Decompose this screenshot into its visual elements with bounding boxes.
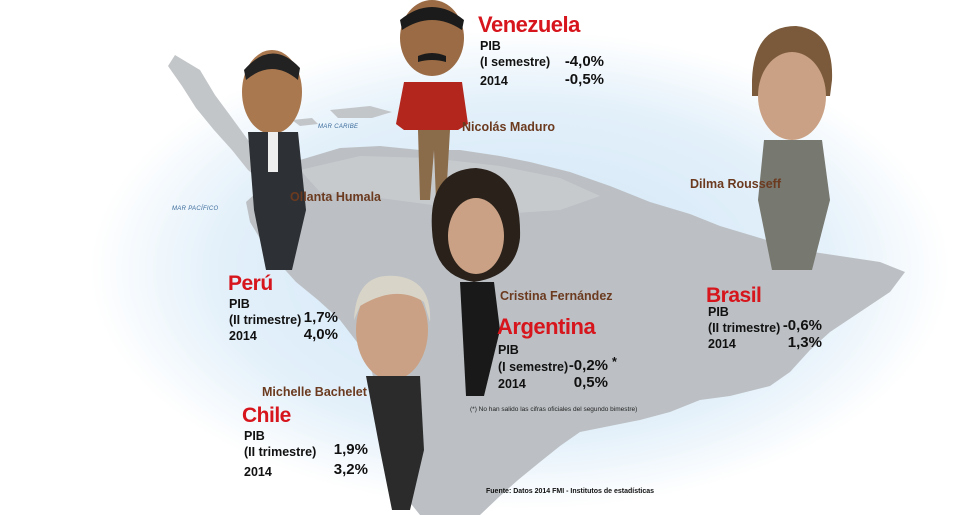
caribbean-island <box>330 106 392 118</box>
year-label-peru: 2014 <box>229 329 257 343</box>
asterisk-argentina: * <box>612 355 617 369</box>
leader-figure-bachelet <box>354 275 431 510</box>
country-name-argentina: Argentina <box>497 314 596 339</box>
pib-label-chile: PIB <box>244 429 265 443</box>
year-value-argentina: 0,5% <box>573 374 608 391</box>
leader-figure-rousseff <box>752 26 833 270</box>
footnote: (*) No han salido las cifras oficiales d… <box>470 406 638 413</box>
country-name-brasil: Brasil <box>706 284 762 307</box>
year-value-venezuela: -0,5% <box>564 71 604 88</box>
caribbean-island <box>292 118 318 126</box>
period-label-argentina: (I semestre) <box>498 360 569 374</box>
leader-figure-humala <box>242 50 306 270</box>
year-value-brasil: 1,3% <box>787 334 822 351</box>
leader-name-argentina: Cristina Fernández <box>500 289 613 303</box>
year-label-argentina: 2014 <box>498 377 526 391</box>
country-name-venezuela: Venezuela <box>478 12 580 37</box>
leader-figure-fernandez <box>431 168 521 396</box>
source-note: Fuente: Datos 2014 FMI - Institutos de e… <box>486 488 655 495</box>
period-label-peru: (II trimestre) <box>229 313 302 327</box>
pib-label-venezuela: PIB <box>480 39 501 53</box>
period-value-argentina: -0,2% <box>568 357 608 374</box>
sea-label-caribbean: MAR CARIBE <box>318 124 359 130</box>
year-value-peru: 4,0% <box>303 326 338 343</box>
year-label-chile: 2014 <box>244 465 272 479</box>
period-label-brasil: (II trimestre) <box>708 321 781 335</box>
pib-label-brasil: PIB <box>708 305 729 319</box>
leader-figure-maduro <box>396 0 468 200</box>
country-name-chile: Chile <box>242 404 291 427</box>
pib-label-peru: PIB <box>229 297 250 311</box>
country-name-peru: Perú <box>228 272 273 295</box>
period-label-venezuela: (I semestre) <box>480 55 551 69</box>
central-america-land <box>168 55 270 182</box>
period-value-chile: 1,9% <box>333 441 368 458</box>
leader-name-peru: Ollanta Humala <box>290 190 381 204</box>
pib-label-argentina: PIB <box>498 343 519 357</box>
period-value-venezuela: -4,0% <box>564 53 604 70</box>
leader-name-brasil: Dilma Rousseff <box>690 177 781 191</box>
sea-label-pacific: MAR PACÍFICO <box>172 206 219 212</box>
year-value-chile: 3,2% <box>333 461 368 478</box>
period-value-brasil: -0,6% <box>782 317 822 334</box>
year-label-venezuela: 2014 <box>480 74 508 88</box>
year-label-brasil: 2014 <box>708 337 736 351</box>
leader-name-venezuela: Nicolás Maduro <box>462 120 556 134</box>
period-value-peru: 1,7% <box>303 309 338 326</box>
leader-name-chile: Michelle Bachelet <box>262 385 367 399</box>
period-label-chile: (II trimestre) <box>244 445 317 459</box>
